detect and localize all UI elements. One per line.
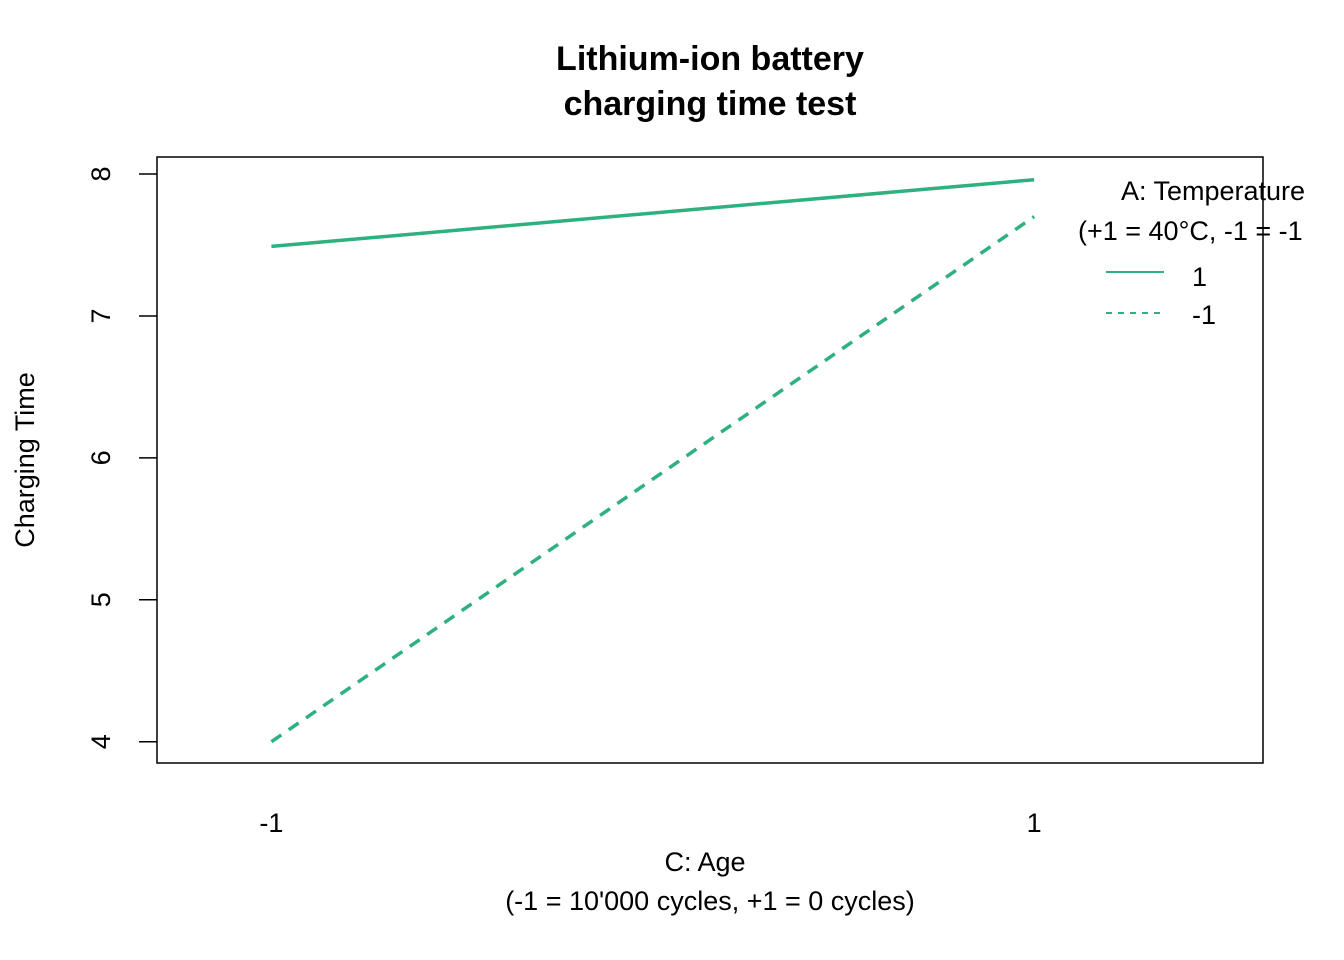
series-line-minus-1: [270, 215, 1036, 744]
legend-title-line-2: (+1 = 40°C, -1 = -1: [1078, 216, 1303, 246]
y-tick-label-4: 4: [86, 734, 116, 749]
x-axis: -1 1: [259, 808, 1041, 838]
legend-entry-1-label: 1: [1192, 262, 1207, 292]
y-tick-label-7: 7: [86, 308, 116, 323]
y-axis: 4 5 6 7 8: [86, 167, 157, 749]
chart-title: Lithium-ion battery charging time test: [556, 40, 864, 123]
y-tick-label-6: 6: [86, 450, 116, 465]
legend-entry-minus-1-label: -1: [1192, 300, 1216, 330]
series-line-1: [271, 177, 1035, 249]
x-axis-label-line-2: (-1 = 10'000 cycles, +1 = 0 cycles): [505, 886, 915, 916]
chart-title-line-1: Lithium-ion battery: [556, 40, 864, 78]
series-layer: [270, 177, 1036, 744]
legend: A: Temperature (+1 = 40°C, -1 = -1 1 -1: [1078, 176, 1305, 330]
legend-title-line-1: A: Temperature: [1121, 176, 1305, 206]
x-axis-label: C: Age (-1 = 10'000 cycles, +1 = 0 cycle…: [505, 847, 915, 916]
y-tick-label-8: 8: [86, 167, 116, 182]
plot-frame: [156, 156, 1264, 764]
chart-title-line-2: charging time test: [564, 85, 857, 123]
x-tick-label-0: -1: [259, 808, 283, 838]
x-tick-label-1: 1: [1027, 808, 1042, 838]
x-axis-label-line-1: C: Age: [664, 847, 745, 877]
y-tick-label-5: 5: [86, 592, 116, 607]
y-axis-label: Charging Time: [10, 372, 40, 548]
